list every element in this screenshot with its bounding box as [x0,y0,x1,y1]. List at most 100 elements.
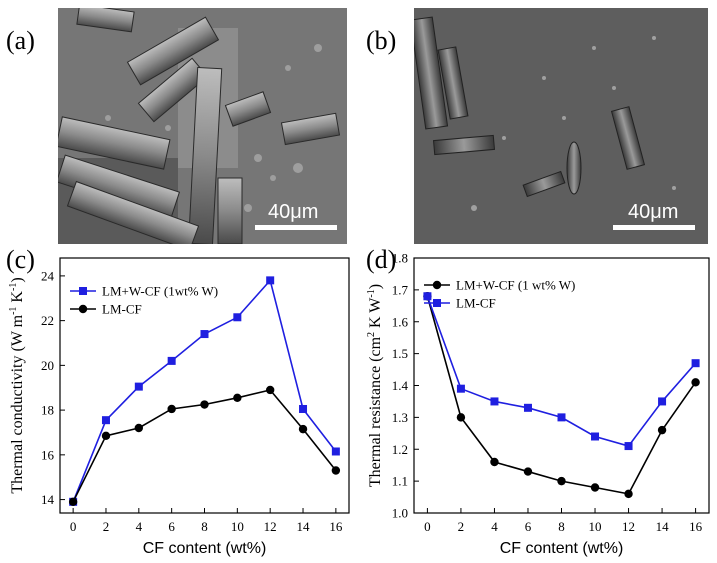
chart-c-series-0-point [134,382,143,391]
chart-c-x-tick-label: 2 [103,519,110,534]
scale-bar-b [613,225,695,230]
chart-c-series-0-point [331,447,340,456]
chart-c-y-tick-label: 16 [41,447,55,462]
chart-d-legend-label-1: LM-CF [456,296,496,311]
chart-c-x-tick-label: 4 [136,519,143,534]
chart-c-series-1-point [298,424,308,434]
chart-d-series-1-point [423,292,432,301]
thermal-resistance-chart: 0 2 4 6 8 10 12 14 16 1.0 1.1 1.2 1.3 1.4 1.5 1.6 1.7 1.8… [366,251,710,557]
chart-c-y-tick-label: 18 [41,403,54,418]
chart-d-y-axis-label-part: K W [367,297,384,332]
chart-c-series-1-point [331,466,341,475]
chart-c-series-0-point [101,416,110,425]
chart-d-x-tick-label: 10 [589,519,602,534]
chart-c-y-tick-label: 22 [41,313,54,328]
chart-d-y-axis-label-part: ) [367,284,384,289]
chart-d-legend-label-0: LM+W-CF (1 wt% W) [456,278,575,293]
chart-d-series-1-point [456,384,465,393]
chart-d-y-axis-label-part: Thermal resistance (cm [367,336,384,487]
sem-image-b: 40μm [414,8,708,244]
chart-d-series-1-point [658,397,667,406]
chart-d-x-tick-label: 4 [491,519,498,534]
panel-c-label: (c) [6,245,35,274]
panel-a-label: (a) [6,26,35,55]
sem-image-b-texture [414,8,708,244]
chart-c-y-tick-label: 20 [41,358,54,373]
chart-d-x-tick-label: 2 [458,519,465,534]
chart-c-y-axis-label-part: Thermal conductivity (W m [9,314,26,493]
chart-d-legend-marker-0 [432,280,442,290]
chart-d-y-tick-label: 1.6 [392,314,409,329]
chart-d-series-0-point [456,413,466,422]
chart-d-series-0-point [490,457,499,467]
chart-c-x-tick-label: 16 [329,519,343,534]
chart-d-x-axis-label: CF content (wt%) [500,540,624,557]
chart-d-series-1-point [691,359,700,368]
chart-d-legend-marker-1 [433,299,441,307]
chart-d-y-axis-label: Thermal resistance (cm2 K W-1) [366,284,384,487]
chart-d-x-tick-label: 12 [622,519,635,534]
chart-c-series-1-point [233,393,242,403]
chart-c-legend-marker-1 [78,304,88,314]
chart-c-legend-label-0: LM+W-CF (1wt% W) [102,284,218,299]
chart-c-x-tick-label: 8 [201,519,208,534]
chart-d-y-tick-label: 1.7 [392,282,409,297]
chart-d-y-tick-label: 1.2 [392,442,408,457]
chart-d-series-1-point [490,397,499,406]
chart-d-y-tick-label: 1.0 [392,506,408,521]
scale-bar-a [255,225,337,230]
chart-c-series-0-point [200,330,209,339]
chart-d-series-0-point [691,378,700,387]
chart-d-series-1-point [557,413,566,422]
chart-c-x-tick-label: 14 [297,519,311,534]
chart-c-series-0-point [299,404,308,413]
chart-c-x-tick-label: 12 [264,519,277,534]
chart-c-y-axis-label-part: K [9,291,26,307]
chart-c-x-tick-label: 10 [231,519,244,534]
chart-c-series-1-point [200,400,209,409]
chart-c-y-axis-label: Thermal conductivity (W m-1 K-1) [8,277,26,493]
chart-d-x-tick-label: 0 [424,519,431,534]
scale-label-a: 40μm [268,201,319,223]
chart-c-y-axis-label-part: ) [9,277,26,282]
panel-d-label: (d) [366,245,397,274]
chart-c-series-1-point [265,385,275,395]
chart-c-series-0-point [233,313,242,322]
sem-image-a-texture [58,8,347,244]
panel-b-label: (b) [366,26,397,55]
chart-d-series-0-point [657,425,667,435]
chart-d-series-0-point [624,489,633,499]
chart-d-y-tick-label: 1.8 [392,251,408,266]
chart-c-series-0-point [266,276,275,285]
chart-d-series-line-1 [426,295,697,447]
chart-c-y-axis-label-part: -1 [8,283,19,291]
chart-d-series-line-0 [426,296,697,495]
chart-d-x-tick-label: 8 [558,519,565,534]
chart-c-x-tick-label: 6 [168,519,175,534]
chart-d-y-tick-label: 1.5 [392,346,408,361]
chart-d-series-1-point [624,442,633,451]
chart-d-y-axis-label-part: 2 [366,332,377,337]
chart-d-series-1-point [523,403,532,412]
chart-d-y-tick-label: 1.1 [392,474,408,489]
chart-c-x-tick-label: 0 [70,519,77,534]
chart-c-x-axis-label: CF content (wt%) [143,540,267,557]
chart-c-series-1-point [68,497,78,507]
chart-c-legend-marker-0 [79,287,87,295]
chart-d-series-0-point [557,476,566,486]
chart-d-series-0-point [523,467,533,476]
chart-d-y-tick-label: 1.3 [392,410,408,425]
chart-c-series-1-point [134,423,144,433]
chart-d-series-1-point [591,432,600,441]
chart-d-y-tick-label: 1.4 [392,378,409,393]
scale-label-b: 40μm [628,201,679,223]
chart-c-legend-label-1: LM-CF [102,302,142,317]
chart-c-y-axis-label-part: -1 [8,307,19,315]
chart-c-y-tick-label: 14 [41,492,55,507]
chart-c-series-1-point [167,404,176,414]
sem-image-a: 40μm [58,8,347,244]
chart-d-x-tick-label: 16 [689,519,703,534]
chart-c-series-0-point [167,356,176,365]
chart-d-series-0-point [590,483,600,492]
